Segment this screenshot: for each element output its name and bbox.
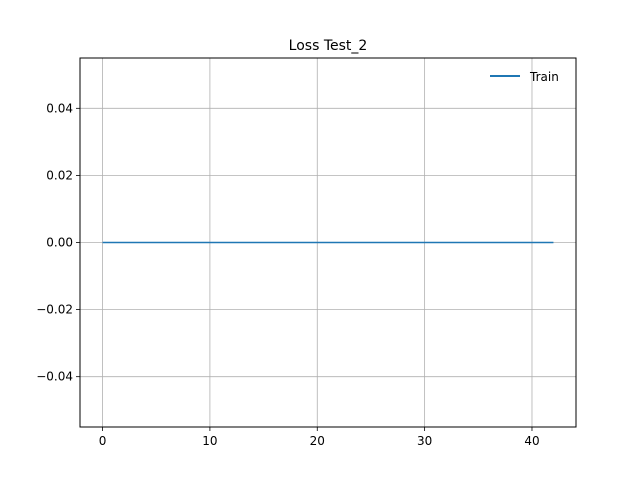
- y-tick-label: −0.04: [36, 370, 73, 384]
- y-tick-label: −0.02: [36, 303, 73, 317]
- y-tick-label: 0.04: [46, 101, 73, 115]
- y-tick-label: 0.00: [46, 236, 73, 250]
- x-tick-label: 0: [99, 434, 107, 448]
- chart-title: Loss Test_2: [289, 38, 368, 54]
- x-axis-ticks: 0 10 20 30 40: [99, 427, 540, 448]
- legend-label-train: Train: [529, 70, 559, 84]
- x-tick-label: 40: [524, 434, 539, 448]
- x-tick-label: 30: [417, 434, 432, 448]
- y-axis-ticks: −0.04 −0.02 0.00 0.02 0.04: [36, 101, 80, 384]
- x-tick-label: 20: [310, 434, 325, 448]
- y-tick-label: 0.02: [46, 168, 73, 182]
- legend: Train: [490, 70, 559, 84]
- x-tick-label: 10: [202, 434, 217, 448]
